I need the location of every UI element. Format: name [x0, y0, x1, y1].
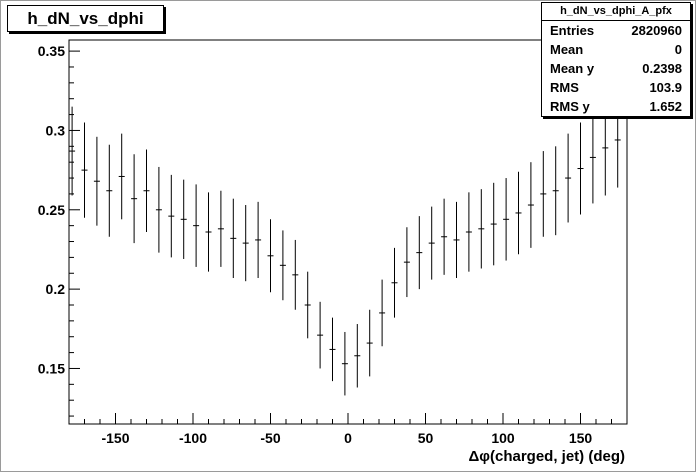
x-tick-label: 150	[569, 430, 593, 446]
y-tick-label: 0.15	[38, 360, 65, 376]
data-point	[255, 201, 262, 279]
data-point	[453, 201, 460, 279]
y-tick-label: 0.2	[46, 281, 66, 297]
stats-row-rms-y: RMS y 1.652	[542, 97, 690, 116]
x-tick-label: 100	[491, 430, 515, 446]
stat-label: Mean	[550, 42, 584, 57]
data-point	[441, 198, 448, 275]
stats-box: h_dN_vs_dphi_A_pfx Entries 2820960 Mean …	[541, 2, 691, 117]
data-point	[403, 227, 410, 298]
data-point	[540, 151, 547, 237]
data-point	[329, 317, 336, 382]
data-point	[354, 324, 361, 388]
x-tick-label: -150	[101, 430, 129, 446]
data-point	[292, 239, 299, 310]
data-point	[118, 133, 125, 220]
data-point	[131, 154, 138, 244]
data-point	[81, 122, 88, 218]
data-point	[428, 206, 435, 280]
data-point	[193, 184, 200, 267]
y-tick-label: 0.35	[38, 43, 65, 59]
x-tick-label: 0	[344, 430, 352, 446]
y-axis-ticks: 0.15 0.2 0.25 0.3 0.35	[38, 43, 80, 417]
stats-row-rms: RMS 103.9	[542, 78, 690, 97]
stat-label: Entries	[550, 23, 595, 38]
data-point	[304, 271, 311, 339]
data-point	[168, 174, 175, 258]
stat-value: 1.652	[649, 99, 682, 114]
stat-label: RMS y	[550, 99, 590, 114]
stats-row-mean-y: Mean y 0.2398	[542, 59, 690, 78]
stat-value: 2820960	[631, 23, 682, 38]
plot-frame	[68, 39, 628, 425]
data-point	[93, 136, 100, 226]
data-point	[379, 279, 386, 347]
data-point	[205, 192, 212, 272]
x-tick-label: -100	[179, 430, 207, 446]
data-point	[69, 106, 76, 196]
stat-value: 0.2398	[642, 61, 682, 76]
data-point	[515, 171, 522, 255]
x-axis-title: Δφ(charged, jet) (deg)	[468, 448, 625, 465]
data-point	[503, 178, 510, 261]
data-point	[527, 162, 534, 248]
data-point	[465, 192, 472, 272]
x-tick-label: -50	[260, 430, 280, 446]
x-axis-ticks: -150 -100 -50 0 50 100 150	[68, 413, 628, 446]
stats-row-mean: Mean 0	[542, 40, 690, 59]
stats-title: h_dN_vs_dphi_A_pfx	[542, 3, 690, 21]
data-point	[478, 189, 485, 269]
stat-label: Mean y	[550, 61, 595, 76]
stat-value: 0	[674, 42, 682, 57]
histogram-title: h_dN_vs_dphi	[7, 5, 164, 32]
data-point	[366, 309, 373, 377]
data-point	[242, 205, 249, 282]
data-point	[155, 166, 162, 253]
data-point	[267, 219, 274, 293]
data-point	[589, 111, 596, 204]
stat-label: RMS	[550, 80, 579, 95]
data-point	[552, 146, 559, 236]
data-point	[341, 331, 348, 396]
stats-row-entries: Entries 2820960	[542, 21, 690, 40]
data-point	[565, 133, 572, 223]
data-point	[577, 122, 584, 215]
data-point	[391, 247, 398, 318]
data-points	[69, 92, 621, 396]
data-point	[317, 301, 324, 369]
y-tick-label: 0.3	[46, 122, 66, 138]
data-point	[217, 190, 224, 267]
data-point	[279, 230, 286, 301]
data-point	[490, 182, 497, 266]
x-tick-label: 50	[418, 430, 434, 446]
y-tick-label: 0.25	[38, 202, 65, 218]
data-point	[143, 149, 150, 232]
data-point	[416, 216, 423, 290]
data-point	[230, 198, 237, 279]
data-point	[180, 179, 187, 259]
data-point	[106, 144, 113, 237]
stat-value: 103.9	[649, 80, 682, 95]
